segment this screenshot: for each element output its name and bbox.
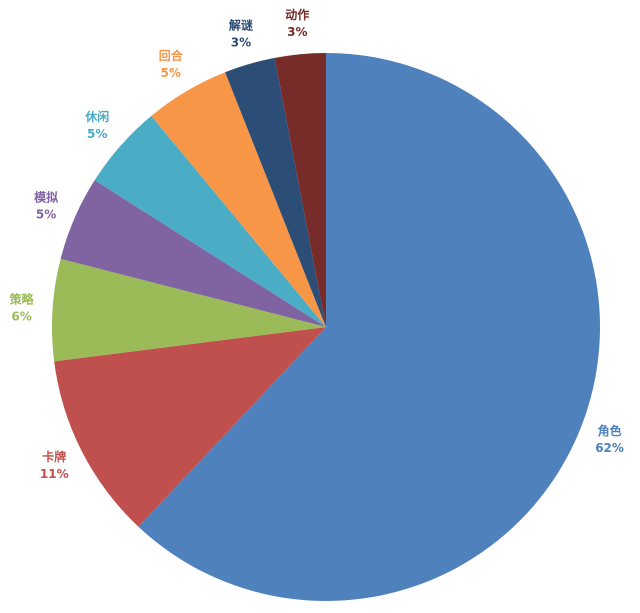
value-label: 5%	[36, 207, 56, 221]
slice-label: 策略	[10, 291, 35, 306]
slice-label: 卡牌	[42, 449, 66, 464]
value-label: 62%	[595, 441, 624, 455]
value-label: 3%	[231, 36, 251, 50]
pie-slice	[52, 258, 327, 362]
pie-slice	[225, 57, 326, 327]
pie-slice	[60, 180, 326, 327]
pie-slice	[138, 53, 600, 601]
slice-label: 模拟	[34, 189, 58, 204]
value-label: 5%	[161, 66, 181, 80]
slice-label: 休闲	[84, 109, 109, 124]
slice-label: 解谜	[229, 18, 254, 33]
pie-slice	[274, 53, 326, 327]
pie-slice	[54, 327, 326, 527]
slice-label: 角色	[598, 423, 622, 438]
value-label: 3%	[287, 25, 307, 39]
value-label: 6%	[11, 309, 31, 323]
pie-slice	[151, 72, 326, 327]
slice-label: 动作	[285, 7, 309, 22]
value-label: 11%	[40, 467, 69, 481]
pie-slice	[94, 115, 327, 328]
value-label: 5%	[87, 127, 107, 141]
slice-label: 回合	[159, 48, 184, 63]
